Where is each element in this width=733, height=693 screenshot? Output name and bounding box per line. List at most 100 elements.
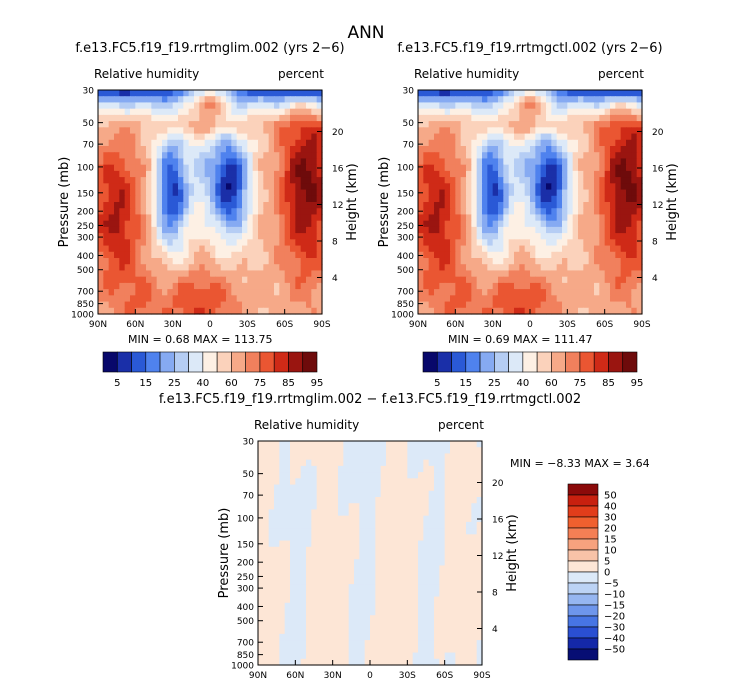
contour-cell: [471, 96, 478, 104]
contour-cell: [338, 509, 344, 517]
contour-cell: [279, 584, 286, 591]
contour-cell: [348, 615, 355, 623]
contour-cell: [519, 251, 526, 259]
contour-cell: [583, 276, 590, 284]
contour-cell: [268, 214, 275, 222]
contour-cell: [156, 251, 163, 259]
contour-cell: [268, 553, 275, 560]
contour-cell: [396, 528, 403, 535]
contour-cell: [460, 208, 467, 216]
contour-cell: [226, 245, 232, 253]
contour-cell: [588, 189, 595, 197]
contour-cell: [556, 214, 563, 222]
contour-cell: [391, 528, 398, 535]
contour-cell: [439, 602, 446, 610]
contour-cell: [498, 270, 504, 278]
contour-cell: [247, 133, 254, 141]
contour-cell: [103, 114, 110, 122]
contour-cell: [540, 301, 547, 309]
contour-cell: [551, 90, 558, 97]
contour-cell: [268, 615, 275, 623]
contour-cell: [626, 177, 632, 184]
contour-cell: [306, 158, 312, 166]
contour-cell: [375, 565, 382, 573]
contour-cell: [290, 559, 296, 567]
contour-cell: [359, 553, 366, 560]
contour-cell: [455, 220, 462, 228]
contour-cell: [252, 90, 259, 97]
contour-cell: [471, 559, 478, 567]
contour-cell: [290, 177, 296, 184]
colorbar-swatch: [567, 494, 599, 507]
contour-cell: [364, 602, 371, 610]
contour-cell: [412, 652, 419, 660]
contour-cell: [450, 602, 456, 610]
contour-cell: [268, 233, 275, 240]
contour-cell: [626, 301, 632, 309]
contour-cell: [599, 251, 606, 259]
contour-cell: [391, 515, 398, 523]
contour-cell: [594, 146, 600, 153]
contour-cell: [236, 276, 243, 284]
contour-cell: [599, 208, 606, 216]
contour-cell: [364, 652, 371, 660]
contour-cell: [514, 202, 520, 209]
contour-cell: [386, 615, 392, 623]
contour-cell: [130, 133, 136, 141]
contour-cell: [471, 133, 478, 141]
contour-cell: [402, 546, 408, 554]
contour-cell: [572, 282, 579, 290]
contour-cell: [332, 447, 339, 455]
contour-cell: [210, 170, 216, 178]
contour-cell: [610, 177, 616, 184]
contour-cell: [428, 233, 435, 240]
contour-cell: [626, 127, 632, 135]
contour-cell: [498, 146, 504, 153]
contour-cell: [418, 615, 424, 623]
contour-cell: [300, 553, 307, 560]
contour-cell: [396, 472, 403, 479]
colorbar-label: 15: [604, 535, 617, 546]
contour-cell: [343, 540, 350, 548]
min-value: 0.68: [162, 333, 190, 346]
contour-cell: [322, 546, 328, 554]
contour-cell: [284, 490, 291, 498]
y-tick-label: 300: [397, 234, 414, 244]
contour-cell: [268, 220, 275, 228]
contour-cell: [284, 239, 291, 247]
contour-cell: [279, 214, 286, 222]
contour-cell: [402, 497, 408, 504]
contour-cell: [268, 282, 275, 290]
contour-cell: [450, 565, 456, 573]
contour-cell: [263, 295, 270, 303]
contour-cell: [263, 245, 270, 253]
contour-cell: [482, 177, 488, 184]
contour-cell: [476, 202, 483, 209]
contour-cell: [263, 307, 270, 315]
contour-cell: [428, 108, 435, 116]
contour-cell: [338, 590, 344, 598]
contour-cell: [119, 208, 126, 216]
contour-cell: [375, 602, 382, 610]
contour-cell: [327, 490, 334, 498]
contour-cell: [428, 189, 435, 197]
contour-cell: [604, 170, 611, 178]
contour-cell: [258, 577, 264, 585]
contour-cell: [434, 108, 440, 116]
contour-cell: [423, 195, 430, 203]
contour-cell: [439, 233, 446, 240]
contour-cell: [636, 90, 643, 97]
contour-cell: [295, 301, 302, 309]
contour-cell: [455, 590, 462, 598]
contour-cell: [471, 152, 478, 160]
contour-cell: [434, 245, 440, 253]
contour-cell: [311, 565, 318, 573]
contour-cell: [188, 139, 195, 147]
contour-cell: [263, 301, 270, 309]
contour-cell: [306, 307, 312, 315]
contour-cell: [258, 472, 264, 479]
contour-cell: [263, 121, 270, 128]
contour-cell: [610, 295, 616, 303]
contour-cell: [439, 214, 446, 222]
